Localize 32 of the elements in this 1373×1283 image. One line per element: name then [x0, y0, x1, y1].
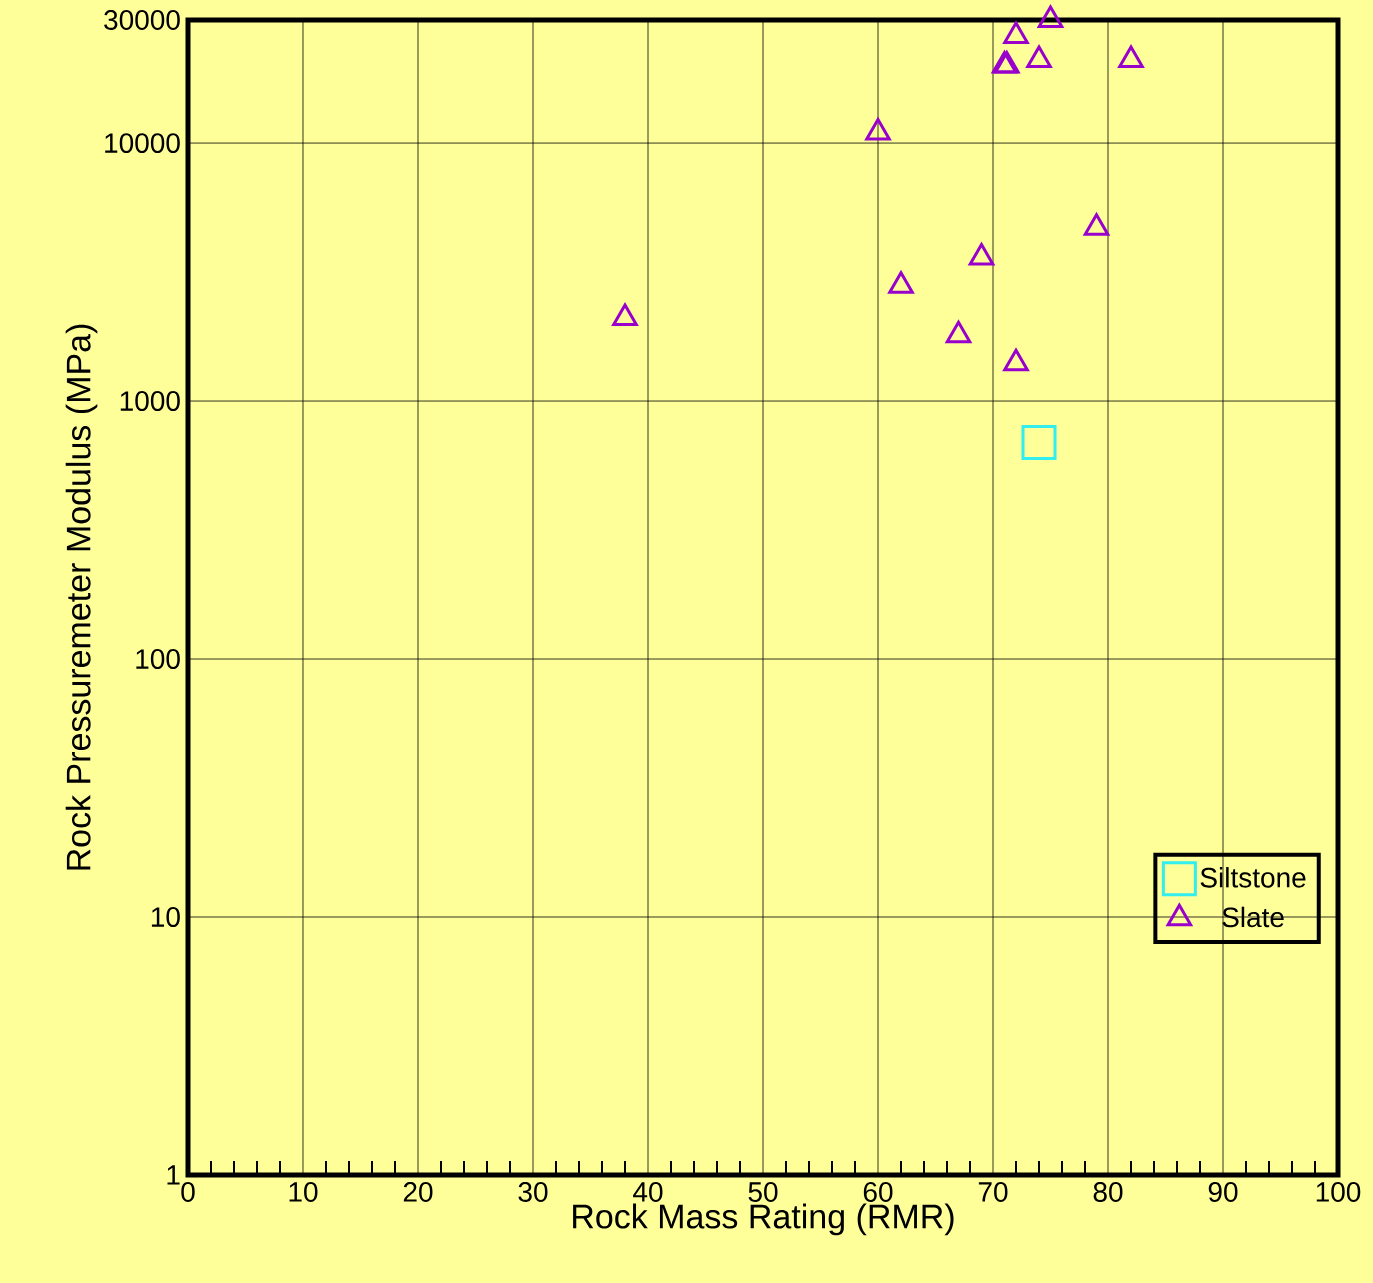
x-axis-title: Rock Mass Rating (RMR): [573, 1203, 954, 1236]
x-tick-label: 10: [289, 1182, 318, 1202]
y-tick-label: 10: [151, 907, 180, 927]
point: [865, 117, 891, 141]
y-tick-label: 1: [167, 1165, 180, 1185]
y-tick-label: 30000: [104, 10, 180, 30]
x-tick-label: 20: [403, 1182, 433, 1202]
point: [968, 243, 995, 266]
legend-label: Slate: [1222, 906, 1284, 928]
x-tick-label: 70: [978, 1182, 1008, 1202]
y-tick-label: 100: [136, 649, 180, 669]
point: [612, 303, 638, 326]
x-tick-label: 80: [1093, 1182, 1123, 1202]
point: [1037, 5, 1064, 28]
point: [1026, 45, 1052, 68]
x-tick-label: 40: [633, 1182, 663, 1202]
x-tick-label: 100: [1316, 1182, 1361, 1202]
y-tick-label: 1000: [120, 391, 180, 411]
point: [1003, 21, 1029, 45]
x-tick-label: 30: [518, 1182, 548, 1202]
legend-label: Siltstone: [1200, 867, 1306, 888]
point: [1083, 213, 1110, 236]
point: [888, 271, 914, 294]
point: [1118, 45, 1144, 68]
x-tick-label: 0: [181, 1182, 195, 1202]
point: [1003, 348, 1029, 372]
x-tick-label: 90: [1208, 1182, 1238, 1202]
y-axis-title: Rock Pressuremeter Modulus (MPa): [65, 324, 98, 870]
y-tick-label: 10000: [105, 133, 180, 153]
x-tick-label: 60: [863, 1182, 893, 1202]
point: [945, 320, 972, 344]
x-tick-label: 50: [748, 1182, 778, 1202]
